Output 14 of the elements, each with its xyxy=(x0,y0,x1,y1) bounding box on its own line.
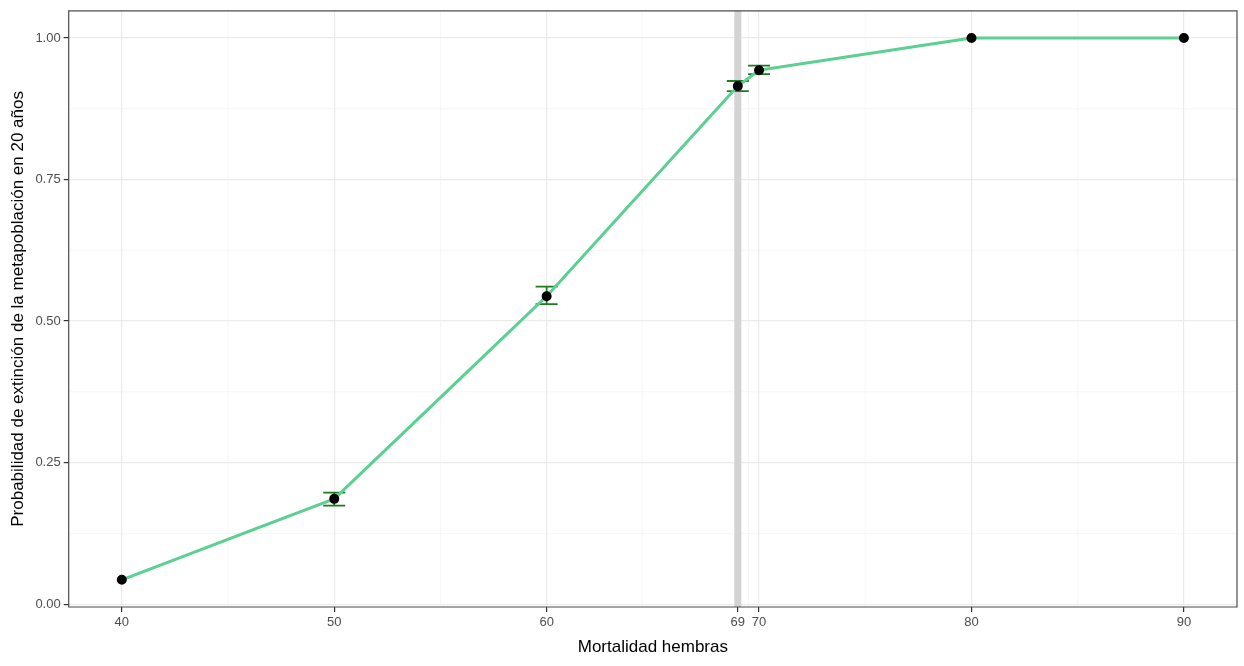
y-tick-label: 0.50 xyxy=(35,312,61,328)
x-tick-label: 90 xyxy=(1176,614,1192,630)
x-tick-label: 70 xyxy=(751,614,767,630)
x-tick-label: 50 xyxy=(326,614,342,630)
y-tick-label: 0.25 xyxy=(35,454,61,470)
x-tick-label: 40 xyxy=(114,614,130,630)
x-tick-label: 80 xyxy=(964,614,979,630)
x-axis-title: Mortalidad hembras xyxy=(577,637,728,657)
y-tick-label: 0.00 xyxy=(35,595,61,611)
y-tick-label: 0.75 xyxy=(35,171,61,187)
x-tick-label: 60 xyxy=(539,614,554,630)
y-tick-label: 1.00 xyxy=(35,29,61,45)
y-axis-title: Probabilidad de extinción de la metapoblación en 20 años xyxy=(7,91,27,527)
x-tick-label: 69 xyxy=(730,614,746,630)
